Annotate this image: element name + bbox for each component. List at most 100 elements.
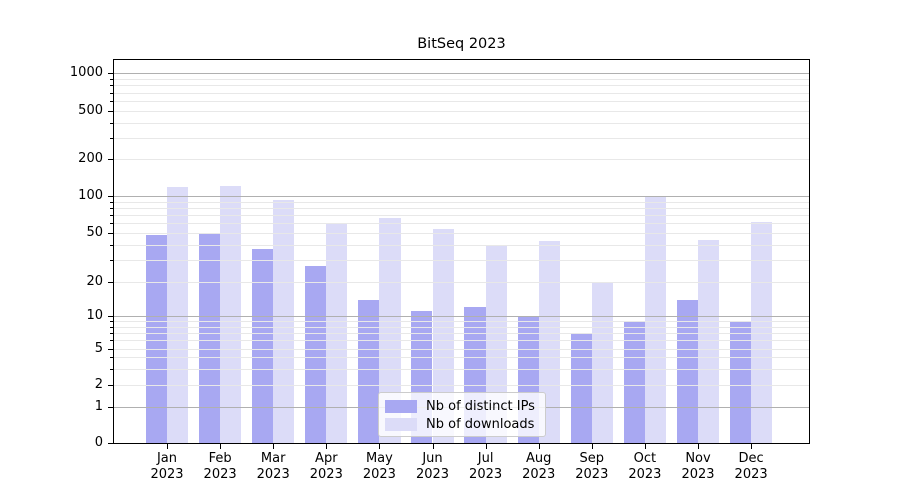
x-tick-mark — [485, 444, 487, 449]
legend-item-distinct-ips: Nb of distinct IPs — [385, 397, 537, 416]
month-line: Jun — [422, 451, 443, 466]
y-minor-tick-mark — [110, 159, 113, 161]
x-tick-label-may: May 2023 — [349, 451, 409, 482]
x-tick-mark — [273, 444, 275, 449]
gridline-minor — [114, 207, 809, 209]
y-minor-tick-mark — [110, 137, 113, 139]
y-minor-tick-mark — [110, 122, 113, 124]
y-minor-tick-mark — [110, 282, 113, 283]
year-line: 2023 — [469, 466, 503, 482]
year-line: 2023 — [256, 466, 290, 482]
y-minor-tick-mark — [110, 79, 113, 80]
bar-distinct-ips-9 — [623, 320, 645, 443]
y-minor-tick-mark — [110, 233, 113, 234]
x-tick-label-mar: Mar 2023 — [243, 451, 303, 482]
x-tick-mark — [220, 444, 222, 449]
x-tick-mark — [698, 444, 699, 449]
x-tick-mark — [167, 444, 168, 449]
x-tick-label-feb: Feb 2023 — [190, 451, 250, 482]
legend-label-downloads: Nb of downloads — [426, 417, 535, 433]
x-tick-mark — [326, 444, 328, 449]
x-tick-label-aug: Aug 2023 — [509, 451, 569, 482]
y-minor-tick-mark — [110, 357, 113, 359]
gridline-minor — [114, 357, 809, 359]
x-tick-label-oct: Oct 2023 — [615, 451, 675, 482]
y-tick-label-200: 200 — [78, 151, 103, 167]
x-tick-label-sep: Sep 2023 — [562, 451, 622, 482]
bar-distinct-ips-2 — [252, 249, 274, 443]
bar-downloads-4 — [379, 218, 401, 443]
y-minor-tick-mark — [110, 368, 113, 370]
y-minor-tick-mark — [110, 332, 113, 334]
y-minor-tick-mark — [110, 223, 113, 225]
legend-swatch-distinct-ips — [385, 399, 417, 413]
month-line: Mar — [260, 451, 286, 466]
y-minor-tick-mark — [110, 110, 113, 112]
gridline-major — [114, 196, 809, 197]
year-line: 2023 — [575, 466, 609, 482]
y-minor-tick-mark — [110, 215, 113, 216]
gridline-minor — [114, 233, 809, 234]
y-tick-mark — [108, 406, 113, 408]
bar-downloads-11 — [751, 221, 773, 443]
gridline-minor — [114, 79, 809, 80]
y-tick-label-5: 5 — [94, 340, 103, 356]
y-minor-tick-mark — [110, 100, 113, 102]
x-tick-mark — [751, 444, 753, 449]
gridline-minor — [114, 244, 809, 246]
x-tick-mark — [538, 444, 540, 449]
gridline-minor — [114, 122, 809, 124]
legend-item-downloads: Nb of downloads — [385, 416, 537, 435]
gridline-minor — [114, 385, 809, 386]
gridline-minor — [114, 368, 809, 370]
y-minor-tick-mark — [110, 244, 113, 246]
x-tick-label-jan: Jan 2023 — [137, 451, 197, 482]
gridline-minor — [114, 159, 809, 161]
bar-downloads-1 — [220, 185, 242, 443]
year-line: 2023 — [362, 466, 396, 482]
bar-distinct-ips-3 — [305, 266, 327, 443]
bar-distinct-ips-0 — [145, 235, 167, 443]
year-line: 2023 — [150, 466, 184, 482]
legend-swatch-downloads — [385, 418, 417, 432]
month-line: Dec — [738, 451, 764, 466]
y-tick-label-2: 2 — [94, 377, 103, 392]
chart-title: BitSeq 2023 — [417, 36, 506, 52]
x-tick-mark — [644, 444, 646, 449]
y-minor-tick-mark — [110, 85, 113, 87]
gridline-minor — [114, 340, 809, 341]
x-tick-mark — [432, 444, 434, 449]
grid-layer — [114, 60, 809, 443]
month-line: Aug — [525, 451, 552, 466]
y-tick-mark — [108, 316, 113, 317]
month-line: Nov — [685, 451, 711, 466]
x-tick-mark — [379, 444, 381, 449]
year-line: 2023 — [628, 466, 662, 482]
y-minor-tick-mark — [110, 385, 113, 386]
bar-downloads-0 — [167, 187, 189, 443]
gridline-minor — [114, 100, 809, 102]
legend: Nb of distinct IPs Nb of downloads — [378, 392, 546, 437]
gridline-minor — [114, 110, 809, 112]
bar-downloads-10 — [698, 239, 720, 443]
month-line: Jan — [156, 451, 178, 466]
gridline-minor — [114, 201, 809, 203]
bar-downloads-8 — [591, 282, 613, 443]
y-tick-label-20: 20 — [86, 274, 103, 289]
y-tick-mark — [108, 443, 113, 444]
plot-area — [113, 59, 810, 444]
bar-distinct-ips-1 — [198, 234, 221, 443]
legend-label-distinct-ips: Nb of distinct IPs — [426, 398, 535, 414]
y-tick-label-500: 500 — [78, 102, 103, 118]
year-line: 2023 — [309, 466, 343, 482]
bar-distinct-ips-11 — [729, 320, 752, 443]
gridline-major — [114, 316, 809, 317]
month-line: Feb — [208, 451, 232, 466]
y-tick-label-10: 10 — [86, 308, 103, 323]
gridline-minor — [114, 137, 809, 139]
x-tick-label-nov: Nov 2023 — [668, 451, 728, 482]
y-tick-label-100: 100 — [78, 188, 103, 203]
y-minor-tick-mark — [110, 340, 113, 341]
y-minor-tick-mark — [110, 348, 113, 350]
